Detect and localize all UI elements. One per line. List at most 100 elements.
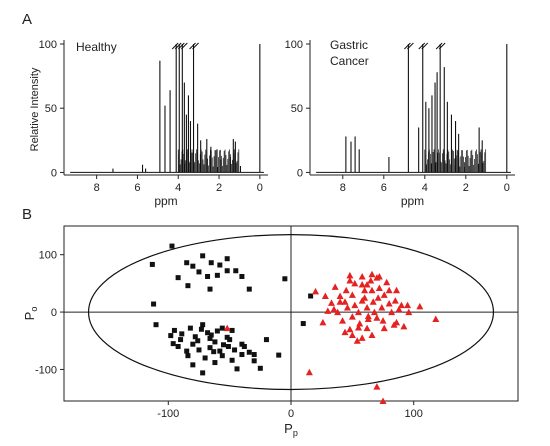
y-tick-label: 0: [51, 307, 57, 319]
healthy-point: [257, 365, 263, 371]
healthy-point: [239, 273, 245, 279]
spectrum-healthy: A 0 50 100 8 6 4 2 0 ppm Relative Intensity Healthy: [22, 11, 268, 208]
y-tick-label: 0: [297, 167, 303, 179]
x-tick-label: 100: [405, 408, 423, 420]
healthy-point: [212, 339, 218, 345]
cancer-point: [319, 318, 327, 326]
y-tick-label: 0: [51, 167, 57, 179]
panel-label-a: A: [22, 11, 32, 28]
cancer-point: [354, 308, 362, 316]
axis-break-mark: [404, 42, 411, 50]
healthy-point: [217, 262, 223, 268]
healthy-point: [169, 243, 175, 249]
cancer-point: [404, 301, 412, 309]
healthy-point: [171, 327, 177, 333]
cancer-point: [358, 297, 366, 304]
healthy-point: [224, 256, 230, 262]
cancer-point: [380, 291, 388, 298]
cancer-point: [351, 301, 359, 309]
healthy-point: [208, 332, 214, 338]
cancer-point: [339, 317, 347, 324]
cancer-point: [380, 324, 388, 332]
cancer-point: [416, 302, 424, 310]
healthy-point: [190, 263, 196, 269]
healthy-point: [170, 341, 176, 347]
healthy-point: [200, 253, 206, 259]
healthy-point: [190, 362, 196, 368]
cancer-point: [312, 287, 320, 295]
cancer-point: [373, 383, 381, 390]
cancer-point: [305, 368, 313, 376]
cancer-point: [353, 337, 361, 344]
axis-break-mark: [407, 42, 414, 50]
healthy-point: [241, 343, 247, 349]
cancer-point: [378, 303, 386, 311]
x-tick-label: -100: [157, 408, 179, 420]
healthy-point: [232, 347, 238, 353]
healthy-point: [251, 358, 257, 364]
healthy-point: [219, 325, 225, 331]
cancer-point: [351, 279, 359, 287]
axis-break-mark: [171, 42, 179, 50]
cancer-point: [327, 299, 335, 306]
score-scatter-plot: B -100 0 100 -100 0 100 Pp Po: [22, 206, 519, 438]
healthy-point: [149, 261, 155, 267]
x-tick-label: 4: [175, 182, 181, 194]
healthy-point: [246, 286, 252, 292]
cancer-point: [336, 292, 344, 299]
cancer-point: [385, 286, 393, 294]
x-tick-label: 0: [504, 182, 510, 194]
healthy-point: [308, 293, 314, 299]
x-tick-label: 2: [216, 182, 222, 194]
healthy-point: [219, 353, 225, 359]
healthy-point: [175, 343, 181, 349]
x-tick-label: 0: [257, 182, 263, 194]
healthy-point: [211, 349, 217, 355]
cancer-point: [358, 272, 366, 280]
cancer-point: [383, 278, 391, 286]
y-axis-label: Relative Intensity: [29, 67, 41, 151]
sample-group-label: Healthy: [76, 40, 117, 54]
cancer-point: [331, 283, 339, 290]
x-tick-label: 8: [340, 182, 346, 194]
healthy-point: [185, 283, 191, 289]
cancer-point: [346, 325, 354, 333]
healthy-point: [151, 301, 157, 307]
healthy-point: [227, 337, 233, 343]
cancer-point: [367, 277, 375, 284]
healthy-point: [224, 268, 230, 274]
healthy-point: [229, 357, 235, 363]
cancer-point: [356, 320, 364, 327]
cancer-point: [400, 322, 408, 330]
x-tick-label: 4: [422, 182, 428, 194]
healthy-point: [212, 360, 218, 366]
cancer-point: [343, 303, 351, 311]
y-tick-label: 50: [291, 103, 303, 115]
healthy-point: [202, 355, 208, 361]
axis-break-mark: [438, 42, 446, 50]
cancer-point: [393, 286, 401, 294]
cancer-point: [375, 284, 383, 291]
healthy-point: [198, 326, 204, 332]
healthy-point: [251, 352, 257, 358]
cancer-point: [379, 397, 387, 404]
healthy-point: [300, 321, 306, 327]
cancer-point: [364, 312, 372, 320]
healthy-point: [184, 348, 190, 354]
healthy-point: [221, 342, 227, 348]
cancer-point: [223, 324, 231, 332]
healthy-point: [195, 338, 201, 344]
cancer-point: [397, 301, 405, 309]
healthy-point: [200, 370, 206, 376]
healthy-point: [276, 352, 282, 358]
cancer-point: [388, 308, 396, 316]
healthy-point: [200, 322, 206, 328]
confidence-ellipse: [87, 234, 495, 391]
cancer-point: [370, 308, 378, 316]
y-tick-label: 50: [45, 103, 57, 115]
y-axis-label: Po: [22, 307, 39, 321]
healthy-point: [192, 334, 198, 340]
healthy-point: [263, 337, 269, 343]
healthy-point: [207, 286, 213, 292]
